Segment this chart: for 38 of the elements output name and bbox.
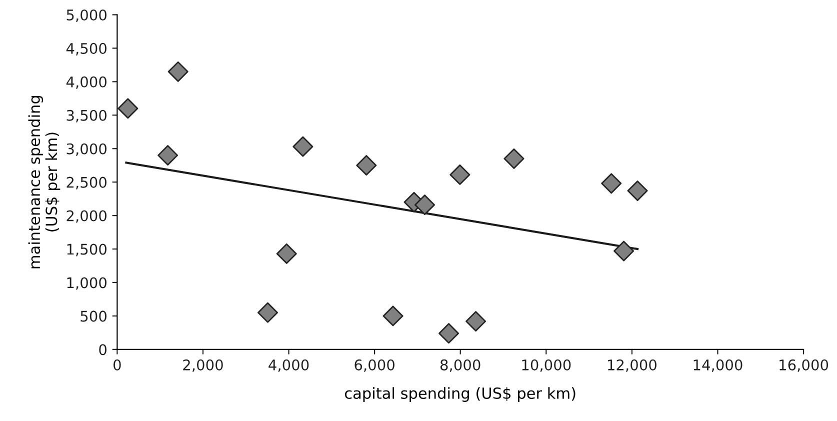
y-tick-label: 2,000 — [66, 210, 106, 223]
x-tick-label: 0 — [114, 359, 121, 370]
point — [614, 240, 634, 262]
point — [168, 61, 188, 82]
y-tick-label: 3,000 — [66, 143, 106, 156]
x-tick-label: 10,000 — [522, 359, 571, 372]
point — [158, 145, 178, 166]
x-tick-label: 16,000 — [780, 359, 828, 372]
x-tick-label: 14,000 — [694, 359, 742, 372]
point — [356, 155, 377, 176]
y-tick-label: 2,500 — [66, 176, 106, 190]
y-tick-label: 4,500 — [66, 42, 106, 56]
y-tick-label: 1,000 — [67, 277, 106, 290]
point — [414, 194, 436, 216]
x-tick-label: 4,000 — [268, 359, 309, 372]
y-tick-label: 500 — [80, 310, 106, 322]
point — [450, 164, 470, 185]
point — [257, 302, 278, 323]
x-tick-label: 12,000 — [608, 359, 656, 372]
point — [292, 136, 314, 157]
point — [382, 306, 404, 326]
point — [466, 311, 486, 332]
point — [504, 148, 524, 169]
y-tick-label: 5,000 — [66, 9, 106, 22]
x-tick-label: 8,000 — [440, 359, 480, 372]
point — [627, 180, 648, 202]
y-axis-title: maintenance spending (US$ per km) — [28, 96, 60, 268]
y-tick-label: 3,500 — [66, 110, 106, 122]
x-tick-label: 2,000 — [183, 359, 223, 372]
point — [118, 98, 138, 119]
point — [276, 243, 297, 264]
point — [438, 323, 460, 344]
x-tick-label: 6,000 — [354, 359, 394, 372]
x-axis-title: capital spending (US$ per km) — [344, 387, 576, 402]
y-tick-label: 0 — [99, 344, 106, 356]
y-tick-label: 4,000 — [66, 76, 106, 89]
point — [601, 173, 622, 194]
y-tick-label: 1,500 — [67, 244, 106, 256]
